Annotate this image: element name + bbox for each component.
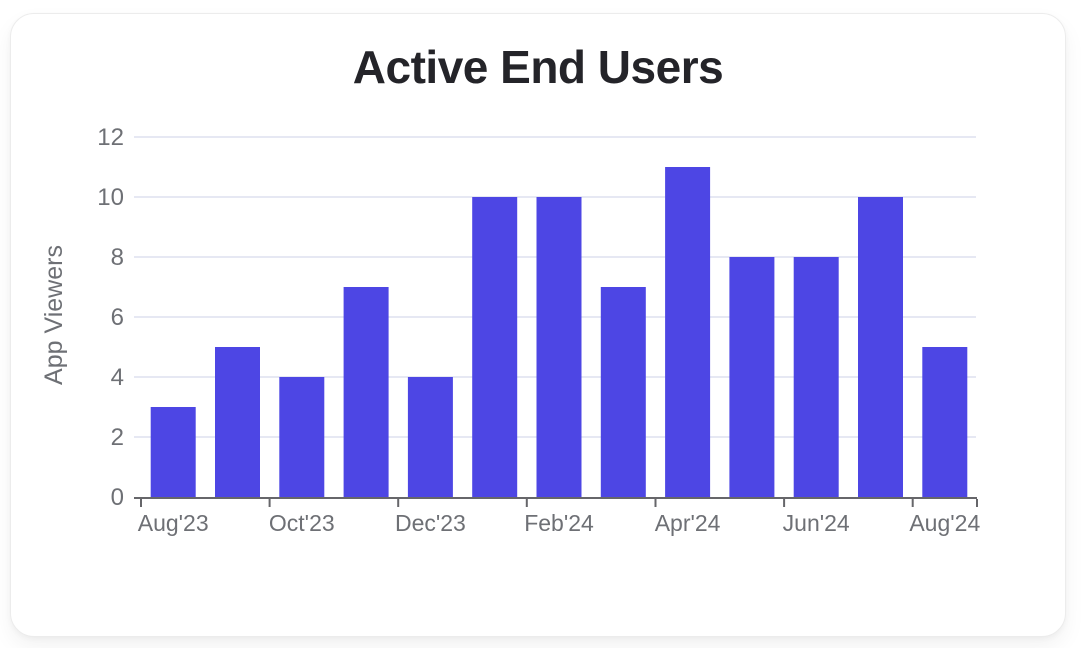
y-tick-label: 8 <box>111 244 124 271</box>
bar-Apr'24[interactable] <box>665 167 711 497</box>
y-tick-label: 0 <box>111 484 124 511</box>
axes-group <box>134 497 978 507</box>
bar-May'24[interactable] <box>729 257 775 497</box>
y-tick-label: 12 <box>97 124 124 151</box>
bar-Dec'23[interactable] <box>407 377 453 497</box>
bar-Jan'24[interactable] <box>472 197 518 497</box>
x-tick-label: Feb'24 <box>524 510 594 536</box>
y-tick-label: 6 <box>111 304 124 331</box>
x-tick-label: Aug'24 <box>909 510 980 536</box>
bar-Feb'24[interactable] <box>536 197 582 497</box>
bar-Jul'24[interactable] <box>858 197 903 497</box>
bar-Aug'24[interactable] <box>922 347 968 497</box>
y-tick-label: 10 <box>97 184 124 211</box>
y-axis-title: App Viewers <box>40 245 68 385</box>
bar-Mar'24[interactable] <box>600 287 646 497</box>
y-tick-label: 4 <box>111 364 124 391</box>
bars-group <box>150 167 968 497</box>
y-tick-label: 2 <box>111 424 124 451</box>
x-tick-label: Jun'24 <box>783 510 850 536</box>
bar-Jun'24[interactable] <box>793 257 839 497</box>
bar-Aug'23[interactable] <box>150 407 196 497</box>
axis-labels-group: 0 2 4 6 8 10 12 Aug'23 Oct'23 Dec'23 Feb'24 Apr'24 J… <box>97 124 980 536</box>
chart-title: Active End Users <box>352 41 724 93</box>
bar-Oct'23[interactable] <box>279 377 325 497</box>
bar-Nov'23[interactable] <box>343 287 389 497</box>
x-tick-label: Aug'23 <box>138 510 209 536</box>
x-tick-label: Oct'23 <box>269 510 335 536</box>
x-tick-label: Apr'24 <box>655 510 721 536</box>
x-tick-label: Dec'23 <box>395 510 466 536</box>
bar-Sep'23[interactable] <box>215 347 260 497</box>
